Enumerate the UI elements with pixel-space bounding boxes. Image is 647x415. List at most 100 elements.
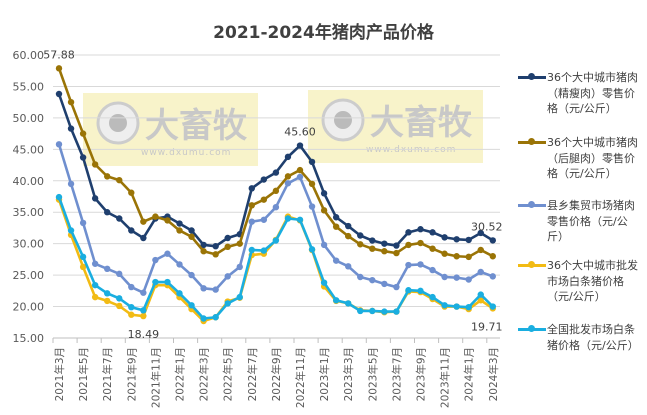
series-1 (55, 90, 496, 250)
data-point (465, 253, 472, 261)
data-point (393, 242, 400, 249)
data-point (417, 287, 424, 295)
chart-title: 2021-2024年猪肉产品价格 (213, 23, 434, 43)
data-point (212, 251, 219, 258)
data-point (417, 239, 424, 247)
data-point (332, 223, 340, 230)
x-tick-label: 2023年1月 (318, 347, 331, 401)
data-point (79, 130, 87, 137)
data-point (152, 278, 159, 286)
data-point (308, 203, 316, 210)
data-point (441, 250, 448, 257)
y-tick-label: 40.00 (13, 175, 45, 188)
data-point (116, 295, 123, 302)
data-point (284, 153, 292, 161)
data-point (429, 293, 436, 301)
data-point (200, 241, 207, 249)
data-point (441, 273, 448, 281)
data-point (357, 232, 364, 239)
data-point (200, 285, 207, 292)
data-point (236, 293, 243, 301)
data-point (308, 158, 316, 166)
x-tick-label: 2021年7月 (101, 347, 114, 401)
data-point (477, 297, 484, 304)
data-point (345, 232, 352, 240)
data-point (465, 303, 472, 311)
data-point (260, 196, 268, 203)
data-point (332, 257, 340, 264)
data-point (176, 220, 183, 227)
data-point (104, 290, 111, 297)
data-point (296, 166, 304, 174)
x-tick-label: 2022年9月 (270, 347, 283, 401)
data-point (489, 237, 496, 244)
data-point (104, 265, 111, 273)
data-point (405, 261, 412, 269)
data-point (212, 314, 219, 321)
data-point (272, 203, 280, 211)
data-point (320, 241, 328, 249)
series-2 (55, 65, 496, 261)
data-point (188, 271, 195, 279)
data-point (465, 236, 472, 244)
data-point (224, 243, 231, 251)
series-3 (55, 141, 496, 296)
data-point (320, 190, 328, 197)
x-tick-label: 2021年9月 (125, 347, 138, 401)
legend-label: 36个大中城市批发市场白条猪价格（元/公斤） (547, 259, 638, 303)
data-point (176, 227, 183, 234)
x-tick-label: 2022年3月 (198, 347, 211, 401)
legend-marker-icon (528, 73, 535, 80)
data-point (128, 283, 135, 291)
data-point (140, 218, 147, 225)
watermark-logo-eye (334, 111, 352, 129)
data-point (296, 142, 304, 149)
data-point (272, 187, 280, 195)
legend-marker-icon (528, 325, 535, 332)
data-point (345, 222, 352, 230)
data-point (441, 234, 448, 241)
legend-label: 36个大中城市猪肉（后腿肉）零售价格（元/公斤） (547, 136, 638, 180)
watermark: 大畜牧 www.dxumu.com (308, 90, 483, 163)
y-tick-label: 60.00 (13, 49, 45, 62)
data-point (453, 274, 460, 281)
y-tick-label: 15.00 (13, 332, 45, 345)
data-point (224, 273, 231, 280)
data-point (91, 260, 99, 267)
x-tick-label: 2022年11月 (294, 347, 307, 408)
data-point (405, 229, 412, 236)
data-point (79, 263, 87, 271)
data-point (272, 169, 280, 176)
data-point (345, 263, 352, 270)
data-point (55, 65, 63, 72)
data-point (369, 245, 376, 252)
y-tick-label: 30.00 (13, 238, 45, 251)
data-point (429, 245, 436, 252)
data-point (320, 207, 328, 214)
legend-label: 全国批发市场白条猪价格（元/公斤） (547, 323, 639, 352)
data-point (284, 180, 292, 187)
data-point (212, 286, 219, 293)
y-tick-label: 25.00 (13, 269, 45, 282)
data-point (381, 308, 388, 315)
y-tick-label: 35.00 (13, 206, 45, 219)
data-point (393, 283, 400, 291)
data-point (188, 233, 195, 240)
data-point (248, 246, 255, 254)
data-point (164, 278, 171, 286)
series-line (57, 143, 494, 295)
data-point (381, 280, 388, 288)
data-point (55, 90, 63, 98)
data-point (477, 229, 484, 237)
x-tick-label: 2021年3月 (53, 347, 66, 401)
x-tick-label: 2024年3月 (487, 347, 500, 401)
data-point (308, 180, 316, 188)
data-point (67, 98, 75, 106)
data-point (128, 227, 135, 234)
data-point (200, 315, 207, 322)
legend-marker-icon (528, 138, 535, 145)
x-tick-label: 2024年1月 (463, 347, 476, 401)
data-point (176, 290, 183, 297)
data-point (453, 253, 460, 260)
